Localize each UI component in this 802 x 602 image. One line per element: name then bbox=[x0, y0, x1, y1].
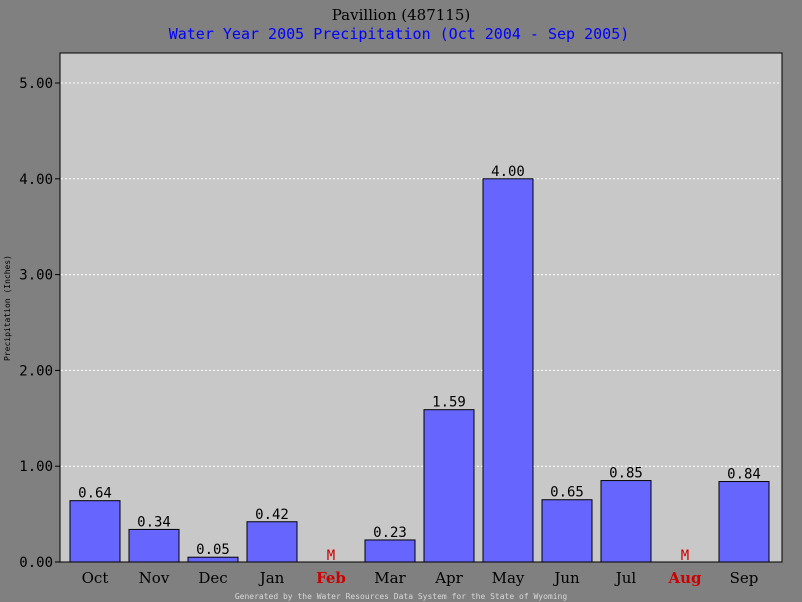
bar-may bbox=[482, 178, 534, 563]
missing-marker-feb: M bbox=[327, 548, 335, 564]
y-tick-label: 5.00 bbox=[19, 76, 53, 92]
plot-area bbox=[59, 52, 783, 563]
bar-jun bbox=[541, 499, 593, 563]
bar-mar bbox=[364, 539, 416, 563]
data-label-apr: 1.59 bbox=[432, 395, 466, 411]
y-axis-ticks: 0.00 1.00 2.00 3.00 4.00 5.00 bbox=[19, 76, 782, 571]
gridlines bbox=[61, 82, 781, 467]
data-label-jul: 0.85 bbox=[609, 466, 643, 482]
x-tick-label-dec: Dec bbox=[198, 569, 227, 587]
chart-title: Pavillion (487115) bbox=[332, 6, 470, 24]
x-tick-label-aug: Aug bbox=[667, 569, 702, 587]
x-tick-label-nov: Nov bbox=[139, 569, 170, 587]
x-tick-label-sep: Sep bbox=[730, 569, 759, 587]
y-tick-label: 2.00 bbox=[19, 363, 53, 379]
x-tick-label-may: May bbox=[492, 569, 525, 587]
y-tick-label: 3.00 bbox=[19, 268, 53, 284]
bar-jul bbox=[600, 480, 652, 563]
footer-credit: Generated by the Water Resources Data Sy… bbox=[235, 592, 568, 601]
bar-oct bbox=[69, 500, 121, 563]
chart-subtitle: Water Year 2005 Precipitation (Oct 2004 … bbox=[169, 25, 630, 43]
x-tick-label-feb: Feb bbox=[316, 569, 346, 587]
data-label-sep: 0.84 bbox=[727, 467, 761, 483]
data-label-dec: 0.05 bbox=[196, 542, 230, 558]
data-label-jun: 0.65 bbox=[550, 485, 584, 501]
bars bbox=[69, 178, 770, 563]
data-label-jan: 0.42 bbox=[255, 507, 289, 523]
x-axis-labels: Oct Nov Dec Jan Feb Mar Apr May Jun Jul Aug Sep bbox=[82, 569, 759, 587]
data-label-mar: 0.23 bbox=[373, 525, 407, 541]
y-tick-label: 4.00 bbox=[19, 172, 53, 188]
x-tick-label-oct: Oct bbox=[82, 569, 109, 587]
y-axis-title: Precipitation (Inches) bbox=[3, 255, 12, 361]
data-labels: 0.64 0.34 0.05 0.42 M 0.23 1.59 4.00 0.65 0.85 M 0.… bbox=[78, 164, 761, 564]
data-label-may: 4.00 bbox=[491, 164, 525, 180]
x-tick-label-mar: Mar bbox=[374, 569, 406, 587]
missing-marker-aug: M bbox=[681, 548, 689, 564]
x-tick-label-apr: Apr bbox=[434, 569, 463, 587]
bar-sep bbox=[718, 481, 770, 563]
data-label-nov: 0.34 bbox=[137, 514, 171, 530]
bar-jan bbox=[246, 521, 298, 563]
y-tick-label: 0.00 bbox=[19, 555, 53, 571]
x-tick-label-jul: Jul bbox=[614, 569, 637, 587]
bar-nov bbox=[128, 528, 180, 563]
x-tick-label-jun: Jun bbox=[552, 569, 580, 587]
y-tick-label: 1.00 bbox=[19, 459, 53, 475]
bar-apr bbox=[423, 409, 475, 563]
x-tick-label-jan: Jan bbox=[258, 569, 285, 587]
data-label-oct: 0.64 bbox=[78, 486, 112, 502]
